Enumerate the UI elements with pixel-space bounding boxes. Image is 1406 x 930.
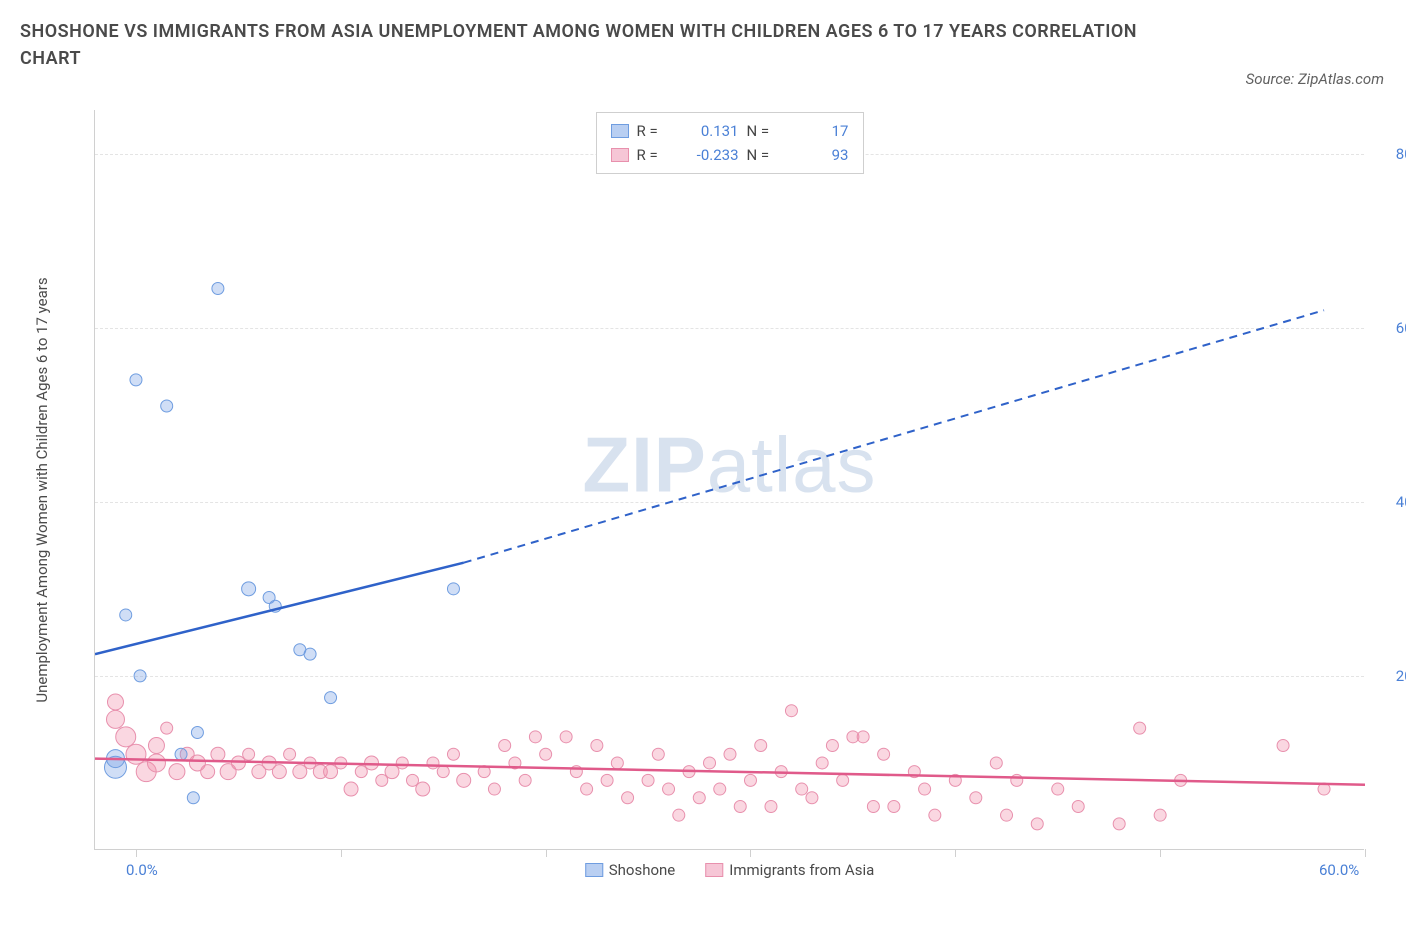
x-tick xyxy=(750,849,751,857)
x-tick xyxy=(341,849,342,857)
x-tick xyxy=(1365,849,1366,857)
legend-label-asia: Immigrants from Asia xyxy=(729,861,874,879)
scatter-svg xyxy=(95,110,1365,850)
legend-series: Shoshone Immigrants from Asia xyxy=(585,861,875,879)
n-value-shoshone: 17 xyxy=(789,119,849,143)
y-tick-label: 60.0% xyxy=(1396,319,1406,337)
chart-area: Unemployment Among Women with Children A… xyxy=(44,110,1384,870)
y-tick-label: 80.0% xyxy=(1396,145,1406,163)
legend-label-shoshone: Shoshone xyxy=(609,861,676,879)
r-value-asia: -0.233 xyxy=(679,143,739,167)
plot-region: ZIPatlas R = 0.131 N = 17 R = -0.233 N =… xyxy=(94,110,1364,850)
legend-swatch-asia xyxy=(611,148,629,162)
x-tick-label: 60.0% xyxy=(1319,861,1359,879)
y-tick-label: 20.0% xyxy=(1396,667,1406,685)
x-tick xyxy=(136,849,137,857)
chart-title: SHOSHONE VS IMMIGRANTS FROM ASIA UNEMPLO… xyxy=(20,18,1140,72)
x-tick xyxy=(546,849,547,857)
x-tick-label: 0.0% xyxy=(126,861,158,879)
n-value-asia: 93 xyxy=(789,143,849,167)
x-tick xyxy=(955,849,956,857)
r-value-shoshone: 0.131 xyxy=(679,119,739,143)
y-axis-title: Unemployment Among Women with Children A… xyxy=(33,277,51,702)
y-tick-label: 40.0% xyxy=(1396,493,1406,511)
x-tick xyxy=(1160,849,1161,857)
legend-stats: R = 0.131 N = 17 R = -0.233 N = 93 xyxy=(596,112,864,174)
legend-swatch-shoshone xyxy=(611,124,629,138)
source-label: Source: ZipAtlas.com xyxy=(1246,70,1384,88)
